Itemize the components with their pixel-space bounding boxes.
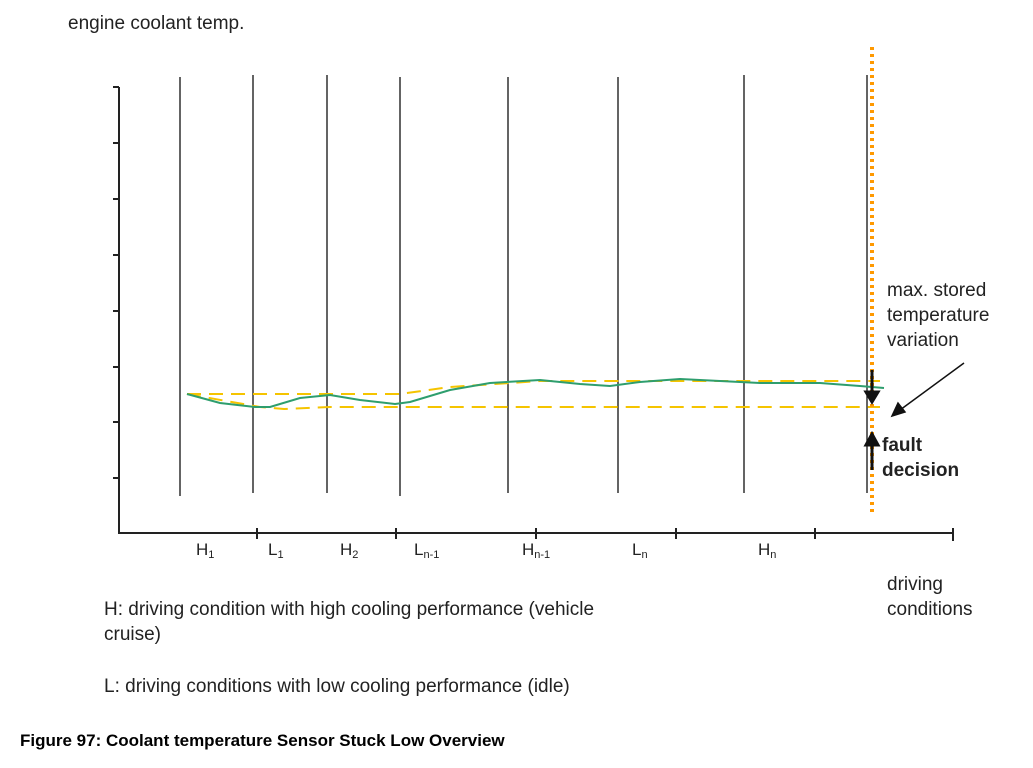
y-axis-label: engine coolant temp. xyxy=(68,13,245,34)
annotation-fault-2: decision xyxy=(882,460,960,481)
variation-arrows xyxy=(863,370,881,470)
segment-label-h2: H2 xyxy=(340,540,359,561)
segment-label-hn: Hn xyxy=(758,540,777,561)
pointer-arrow xyxy=(890,362,965,418)
annotation-variation-3: variation xyxy=(887,330,959,351)
annotation-variation-1: max. stored xyxy=(887,280,987,301)
temperature-curve xyxy=(186,377,885,408)
x-axis-label-2: conditions xyxy=(887,599,973,620)
legend-h-2: cruise) xyxy=(104,624,162,645)
figure-caption: Figure 97: Coolant temperature Sensor St… xyxy=(20,731,505,750)
x-axis-label-1: driving xyxy=(887,574,943,595)
y-ticks xyxy=(113,86,119,479)
x-ticks xyxy=(256,528,954,541)
segment-label-ln-1: Ln-1 xyxy=(414,540,440,561)
annotation-fault-1: fault xyxy=(882,435,923,456)
segment-label-l1: L1 xyxy=(268,540,284,561)
legend-h-1: H: driving condition with high cooling p… xyxy=(104,599,595,620)
annotation-variation-2: temperature xyxy=(887,305,990,326)
segment-label-h1: H1 xyxy=(196,540,215,561)
segment-boundaries xyxy=(179,75,868,496)
band-lower xyxy=(186,393,880,411)
segment-label-ln: Ln xyxy=(632,540,648,561)
segment-label-hn-1: Hn-1 xyxy=(522,540,551,561)
legend-l: L: driving conditions with low cooling p… xyxy=(104,676,570,697)
axes xyxy=(118,87,954,534)
